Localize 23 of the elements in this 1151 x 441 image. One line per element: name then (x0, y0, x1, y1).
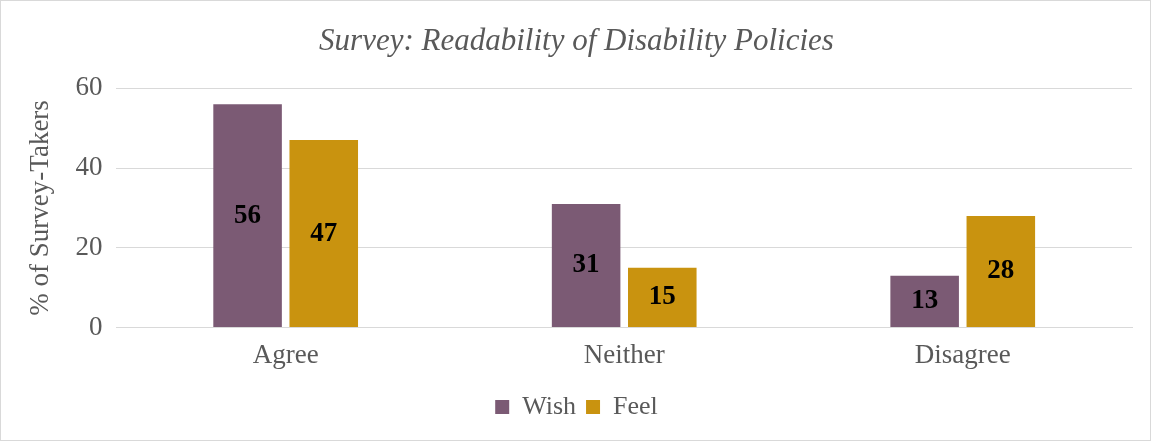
y-tick-label: 60 (75, 71, 103, 102)
bar (966, 215, 1036, 328)
x-tick-label: Neither (583, 338, 665, 369)
data-label: 28 (987, 254, 1015, 285)
chart-title: Survey: Readability of Disability Policies (319, 21, 834, 57)
legend-label: Wish (522, 390, 577, 420)
bar (628, 267, 697, 328)
data-label: 31 (572, 248, 600, 279)
y-tick-label: 20 (75, 230, 103, 261)
x-tick-label: Disagree (914, 338, 1011, 369)
x-tick-label: Agree (252, 338, 319, 369)
data-label: 56 (234, 198, 262, 229)
bar (213, 104, 282, 328)
y-axis-title: % of Survey-Takers (24, 100, 55, 316)
legend-label: Feel (613, 390, 658, 420)
bar (289, 140, 359, 328)
data-label: 15 (648, 280, 676, 311)
bar (890, 275, 959, 328)
data-label: 47 (310, 216, 338, 247)
bar (551, 203, 621, 328)
data-label: 13 (911, 284, 939, 315)
y-tick-label: 0 (88, 310, 103, 341)
y-tick-label: 40 (75, 151, 103, 182)
